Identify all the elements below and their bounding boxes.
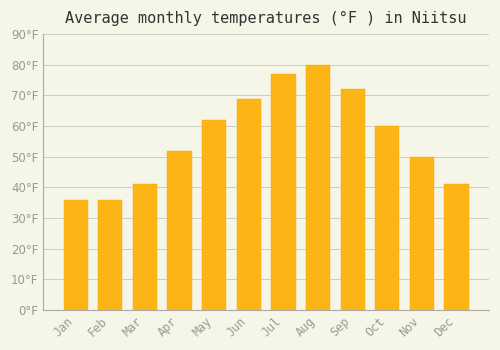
Bar	[168, 150, 192, 310]
Bar	[340, 89, 365, 310]
Bar	[64, 199, 88, 310]
Bar	[375, 126, 400, 310]
Bar	[272, 74, 295, 310]
Bar	[236, 98, 261, 310]
Bar	[410, 157, 434, 310]
Bar	[202, 120, 226, 310]
Bar	[444, 184, 468, 310]
Title: Average monthly temperatures (°F ) in Niitsu: Average monthly temperatures (°F ) in Ni…	[66, 11, 467, 26]
Bar	[306, 65, 330, 310]
Bar	[98, 199, 122, 310]
Bar	[133, 184, 157, 310]
